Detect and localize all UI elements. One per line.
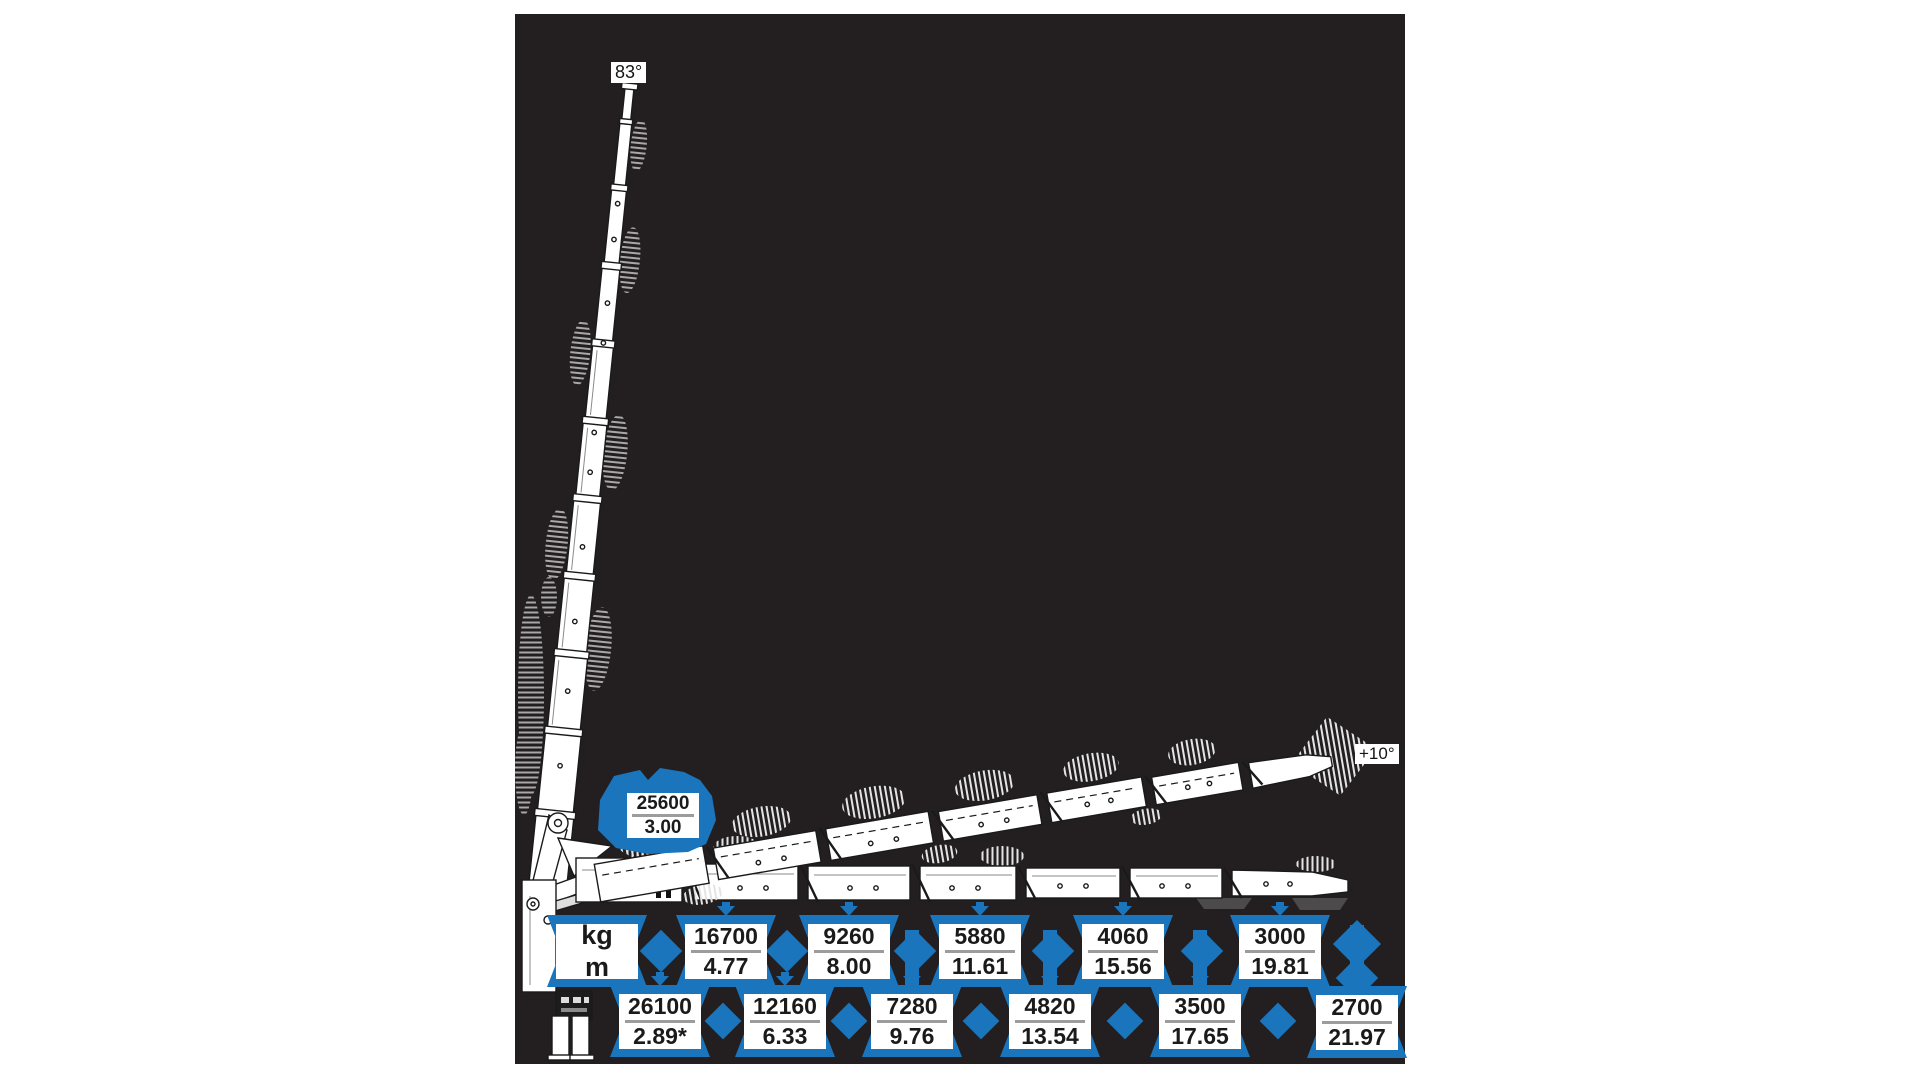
capacity-value-box: 4820 13.54 [1009,994,1091,1049]
capacity-kg: 4820 [1024,992,1076,1019]
peak-capacity-m: 3.00 [644,817,682,838]
capacity-m: 19.81 [1251,953,1309,979]
extension-boom-angle-label: +10° [1355,744,1399,765]
plate-tab [1348,973,1366,987]
fraction-line [1015,1020,1085,1023]
capacity-kg: 3500 [1174,992,1226,1019]
capacity-m: 9.76 [889,1023,935,1049]
capacity-value-box: 7280 9.76 [871,994,953,1049]
capacity-kg: 9260 [823,922,875,949]
capacity-plate: 12160 6.33 [735,972,835,1057]
plate-tab [903,972,921,986]
fraction-line [877,1020,947,1023]
capacity-value-box: 4060 15.56 [1082,924,1164,979]
capacity-plate: 4060 15.56 [1073,902,1173,987]
peak-capacity-kg: 25600 [636,792,690,814]
unit-legend-plate: kg m [547,915,647,987]
plate-tab [840,902,858,916]
capacity-value-box: 2700 21.97 [1316,995,1398,1050]
capacity-value-box: 9260 8.00 [808,924,890,979]
capacity-m: 21.97 [1328,1024,1386,1050]
capacity-value-box: 26100 2.89* [619,994,701,1049]
capacity-m: 6.33 [762,1023,808,1049]
capacity-m: 4.77 [703,953,749,979]
capacity-value-box: 3000 19.81 [1239,924,1321,979]
capacity-kg: 7280 [886,992,938,1019]
capacity-kg: 16700 [694,922,758,949]
capacity-value-box: 16700 4.77 [685,924,767,979]
plate-tab [776,972,794,986]
capacity-plate: 2700 21.97 [1307,973,1407,1058]
capacity-m: 11.61 [951,953,1009,979]
plate-tab [1191,972,1209,986]
capacity-m: 15.56 [1094,953,1152,979]
capacity-plate: 7280 9.76 [862,972,962,1057]
plate-tab [717,902,735,916]
fraction-line [1165,1020,1235,1023]
fraction-line [750,1020,820,1023]
capacity-plate: 5880 11.61 [930,902,1030,987]
capacity-kg: 3000 [1254,922,1306,949]
fraction-line [1245,950,1315,953]
capacity-value-box: 3500 17.65 [1159,994,1241,1049]
capacity-plate: 3000 19.81 [1230,902,1330,987]
plate-tab [1041,972,1059,986]
capacity-kg: 26100 [628,992,692,1019]
capacity-kg: 2700 [1331,993,1383,1020]
ghost-extension-marks [515,577,557,815]
main-boom-83deg [526,81,648,907]
capacity-plate: 3500 17.65 [1150,972,1250,1057]
main-boom-angle-label: 83° [611,62,647,84]
plate-tab [1114,902,1132,916]
unit-legend-box: kg m [556,919,638,982]
fraction-line [1088,950,1158,953]
capacity-plate: 16700 4.77 [676,902,776,987]
capacity-plate: 26100 2.89* [610,972,710,1057]
unit-kg-label: kg [581,919,613,950]
capacity-m: 2.89* [633,1023,687,1049]
capacity-value-box: 12160 6.33 [744,994,826,1049]
plate-tab [971,902,989,916]
capacity-kg: 12160 [753,992,817,1019]
peak-capacity-box: 25600 3.00 [624,790,702,841]
capacity-plate: 4820 13.54 [1000,972,1100,1057]
capacity-kg: 4060 [1097,922,1149,949]
capacity-m: 13.54 [1021,1023,1079,1049]
plate-tab [1271,902,1289,916]
fraction-line [691,950,761,953]
plate-tab [651,972,669,986]
capacity-kg: 5880 [954,922,1006,949]
fraction-line [814,950,884,953]
fraction-line [625,1020,695,1023]
capacity-m: 17.65 [1171,1023,1229,1049]
capacity-value-box: 5880 11.61 [939,924,1021,979]
capacity-plate: 9260 8.00 [799,902,899,987]
capacity-m: 8.00 [826,953,872,979]
fraction-line [945,950,1015,953]
fraction-line [1322,1021,1392,1024]
fraction-line [632,814,694,817]
unit-m-label: m [584,951,609,982]
